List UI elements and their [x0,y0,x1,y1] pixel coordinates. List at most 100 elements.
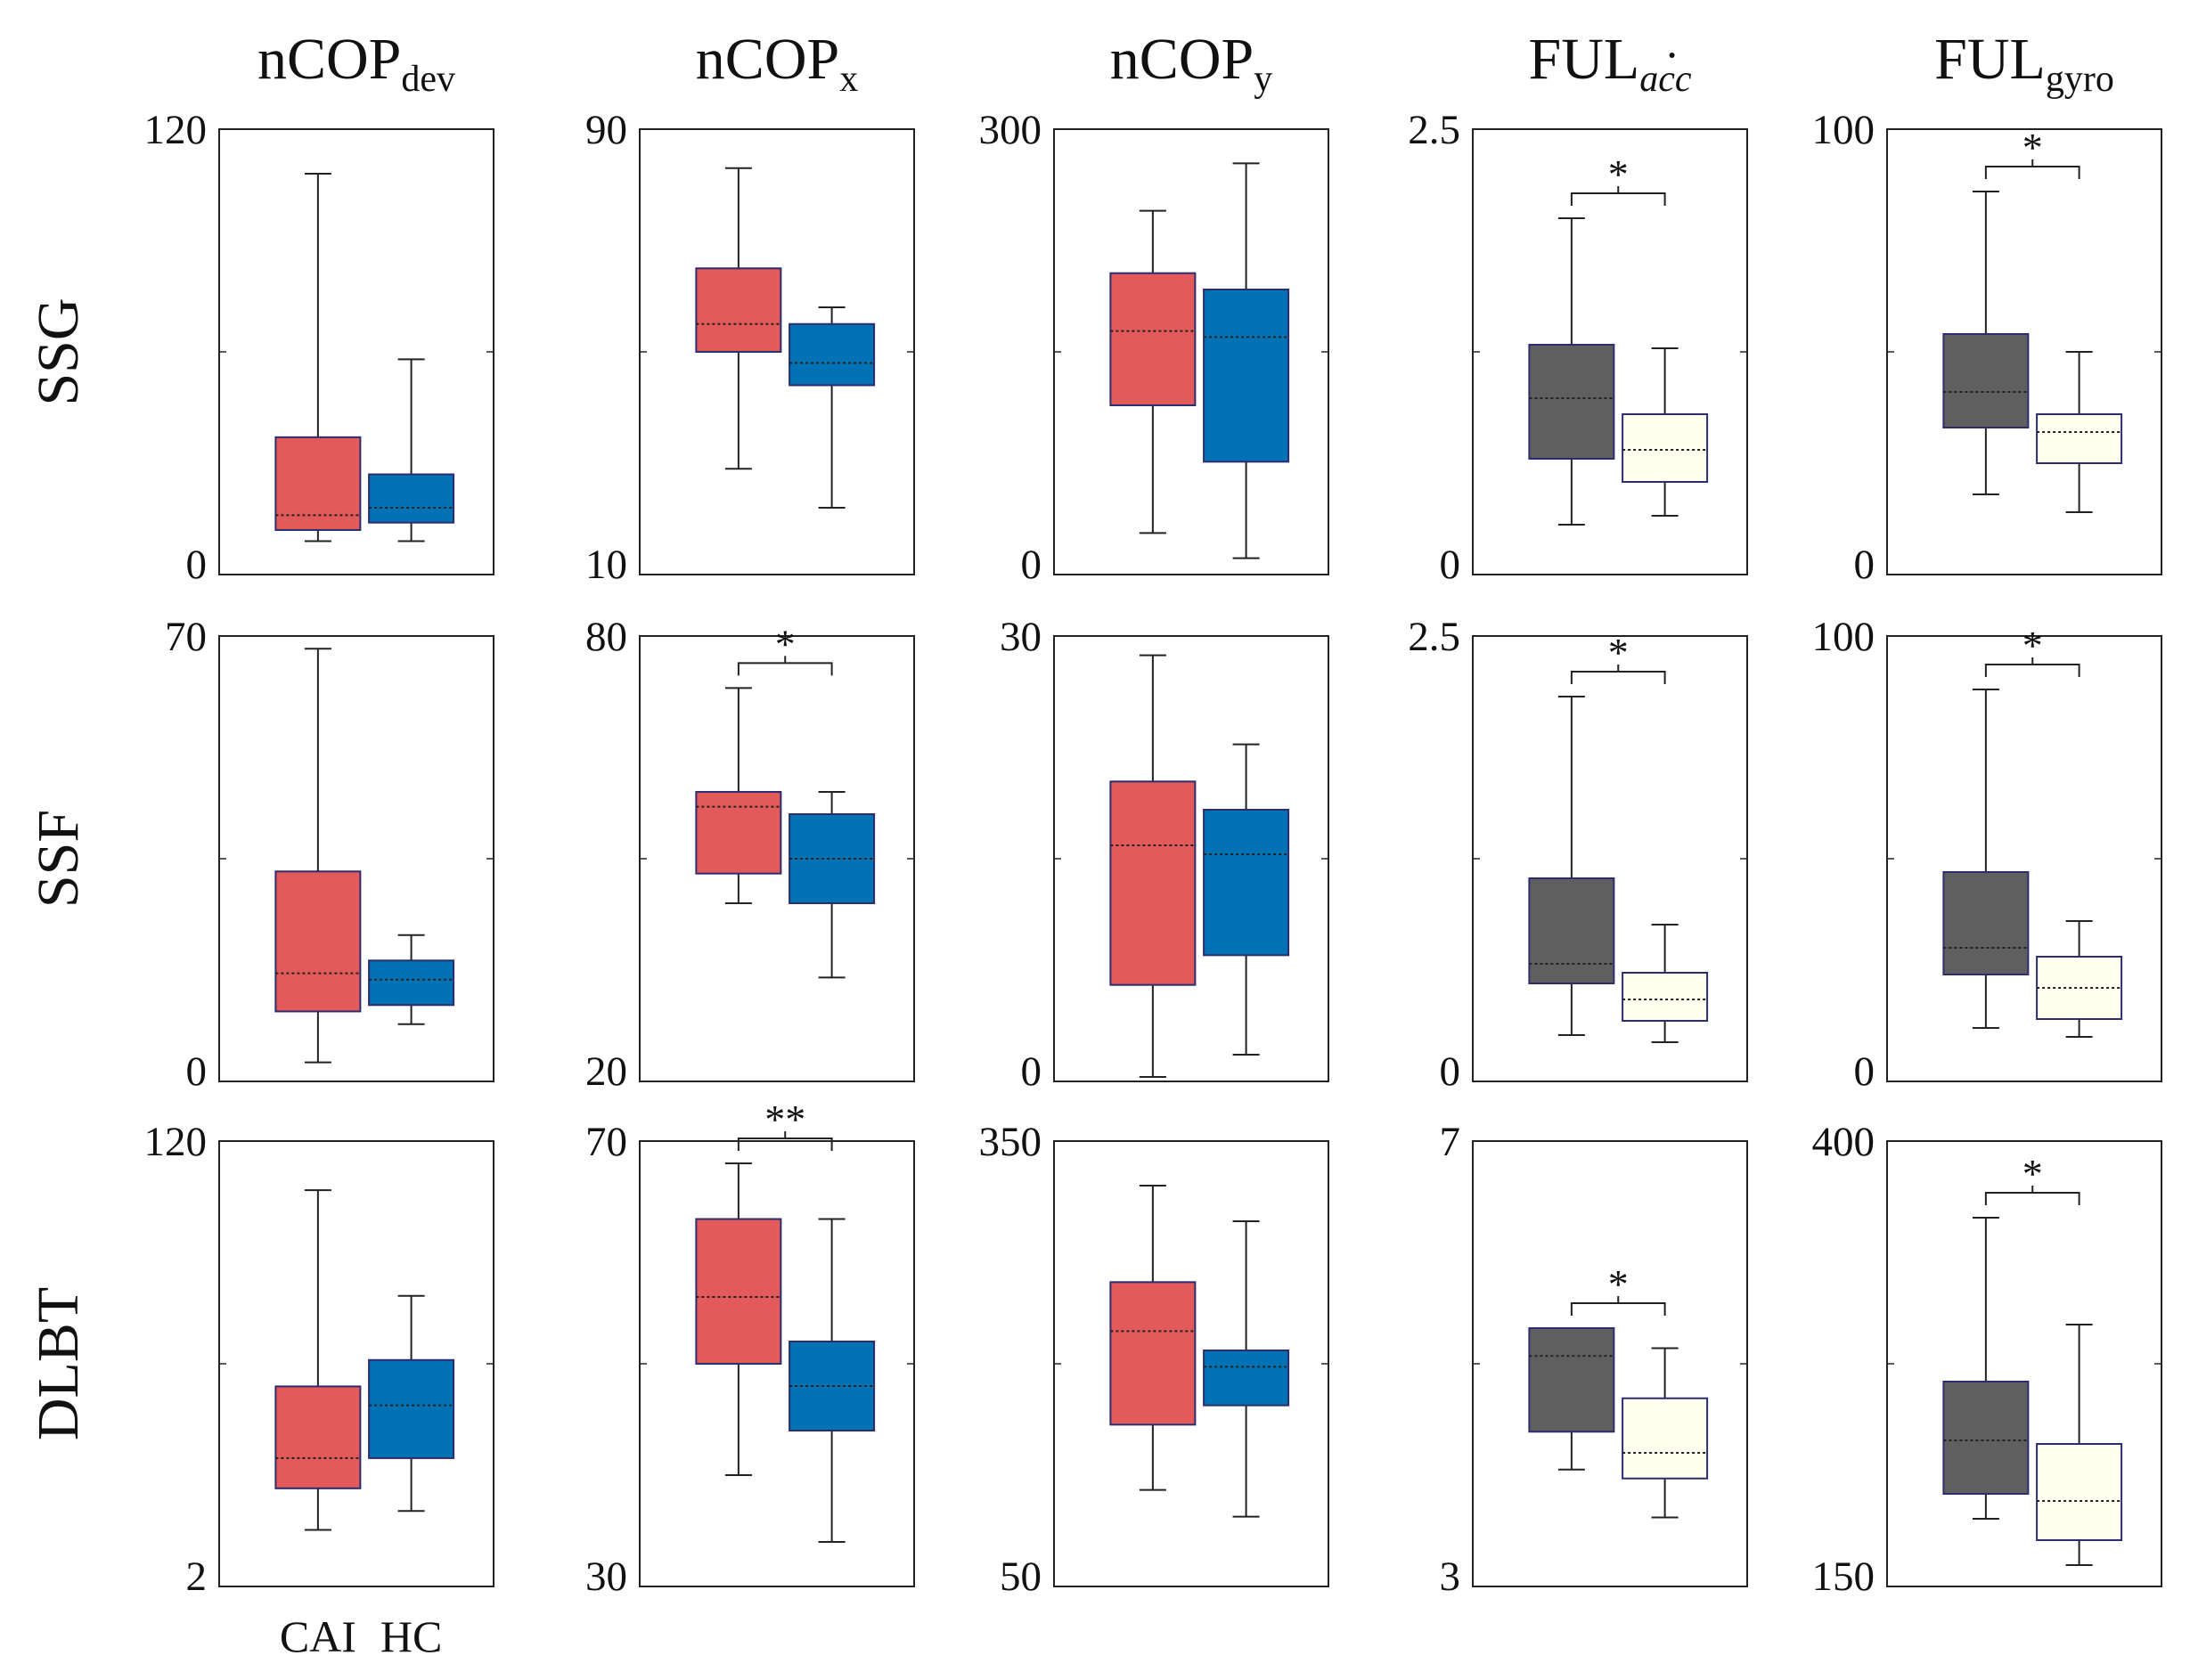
column-title-subscript: x [839,59,858,100]
box-body [1622,413,1709,483]
significance-bracket: * [1570,630,1666,684]
y-tick-label-max: 2.5 [1408,107,1460,153]
box-body [1528,1327,1615,1433]
box-cai [1109,209,1197,534]
box-body [368,959,455,1007]
y-tick-label-min: 0 [1854,542,1875,588]
panel-dlbt-ncop_y: 350 50 [979,1119,1329,1600]
column-title-subscript: acc [1639,59,1692,100]
box-body [2036,1443,2123,1541]
box-cai [1942,191,2030,495]
significance-bracket: * [1570,1261,1666,1316]
box-cai [1942,689,2030,1029]
box-cai [274,1189,362,1531]
group-label-hc: HC [380,1611,442,1661]
box-body [1942,871,2030,975]
box-body [1109,272,1197,406]
panel-ssf-ncop_dev: 70 0 [165,614,494,1095]
y-tick-label-max: 100 [1812,614,1875,660]
box-body [1203,809,1290,957]
y-tick-label-max: 350 [979,1119,1042,1165]
box-hc [368,358,455,542]
box-cai [695,167,782,470]
y-tick-label-min: 0 [1854,1048,1875,1095]
box-hc [2036,1324,2123,1566]
y-tick-label-min: 0 [1440,1048,1461,1095]
box-body [1203,1350,1290,1407]
row-labels: SSG SSF DLBT [26,298,91,1440]
box-body [789,322,876,387]
column-title-ncop_dev: nCOPdev [257,27,455,100]
y-tick-label-min: 0 [1440,542,1461,588]
box-hc [2036,351,2123,513]
column-title-subscript: y [1254,59,1272,100]
panel-frame [218,635,494,1082]
panel-dlbt-ncop_dev: 120 2 [144,1119,494,1600]
row-label-ssf: SSF [26,810,91,908]
box-body [789,1341,876,1431]
panel-ssg-ful_gyro: 100 0 * [1812,107,2162,588]
significance-label: * [1608,630,1629,675]
column-title-main: nCOP [696,27,839,92]
box-hc [789,1218,876,1543]
significance-bracket: * [1984,1151,2080,1205]
group-labels: CAI HC [280,1611,443,1661]
y-tick-label-min: 0 [1021,1048,1042,1095]
column-title-main: nCOP [1110,27,1254,92]
box-cai [274,648,362,1064]
box-body [1622,972,1709,1022]
column-title-ful_acc: FULacc [1529,27,1692,100]
box-cai [1109,654,1197,1078]
y-tick-label-min: 2 [186,1554,208,1600]
box-body [1622,1397,1709,1480]
box-body [1203,289,1290,463]
box-body [1109,1281,1197,1426]
panel-dlbt-ful_acc: 7 3 * [1440,1119,1748,1600]
column-title-main: nCOP [257,27,401,92]
box-cai [1942,1217,2030,1520]
y-tick-label-max: 80 [585,614,627,660]
box-hc [1622,1347,1709,1519]
panel-ssf-ncop_x: 80 20 * [585,614,915,1095]
box-body [274,1385,362,1489]
box-body [368,473,455,524]
box-cai [695,687,782,904]
box-body [274,436,362,532]
column-title-main: FUL [1934,27,2046,92]
box-body [1528,344,1615,460]
significance-label: * [1608,1261,1629,1307]
y-tick-label-max: 120 [144,107,208,153]
panel-ssf-ful_acc: 2.5 0 * [1408,614,1748,1095]
box-body [1109,780,1197,986]
box-hc [368,934,455,1025]
box-cai [695,1162,782,1476]
panel-ssf-ful_gyro: 100 0 * [1812,614,2162,1095]
column-title-ncop_y: nCOPy [1110,27,1272,100]
box-body [1942,333,2030,428]
y-tick-label-min: 3 [1440,1554,1461,1600]
y-tick-label-min: 150 [1812,1554,1875,1600]
y-tick-label-max: 70 [585,1119,627,1165]
column-title-ful_gyro: FULgyro [1934,27,2114,100]
y-tick-label-max: 100 [1812,107,1875,153]
box-hc [368,1294,455,1513]
box-cai [1528,1327,1615,1471]
box-cai [1109,1185,1197,1491]
box-hc [1203,1220,1290,1518]
significance-label: * [775,621,796,666]
box-hc [1622,347,1709,517]
box-hc [789,306,876,509]
panel-ssg-ncop_x: 90 10 [585,107,915,588]
y-tick-label-min: 30 [585,1554,627,1600]
derivative-dot-icon [1669,53,1675,58]
box-body [274,870,362,1013]
column-titles: nCOPdev nCOPx nCOPy FULacc FULgyro [257,27,2114,100]
panel-ssg-ncop_y: 300 0 [979,107,1329,588]
column-title-subscript: dev [401,59,455,100]
box-hc [1203,162,1290,559]
box-cai [1528,217,1615,526]
column-title-main: FUL [1529,27,1640,92]
panel-ssf-ncop_y: 30 0 [1000,614,1329,1095]
y-tick-label-max: 400 [1812,1119,1875,1165]
box-body [2036,413,2123,464]
